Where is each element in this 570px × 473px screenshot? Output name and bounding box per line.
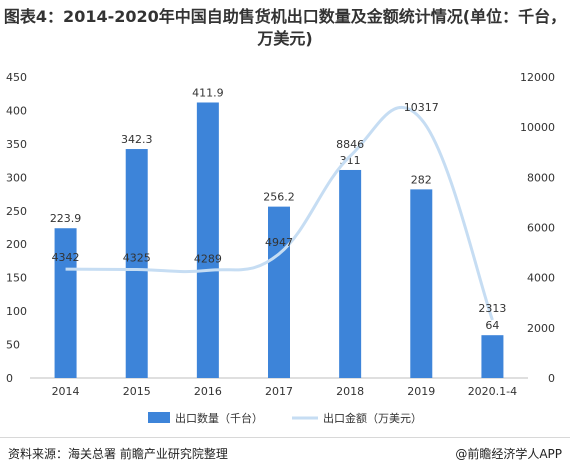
x-tick-label: 2016 [194, 385, 222, 398]
y-left-tick-label: 50 [6, 339, 20, 352]
bar-export-quantity [339, 169, 362, 378]
line-value-label: 4289 [194, 252, 222, 265]
x-tick-label: 2015 [123, 385, 151, 398]
y-left-tick-label: 400 [6, 104, 27, 117]
brand-credit: @前瞻经济学人APP [455, 447, 562, 461]
y-left-tick-label: 450 [6, 71, 27, 84]
y-left-tick-label: 350 [6, 138, 27, 151]
y-left-tick-label: 250 [6, 205, 27, 218]
bar-value-label: 64 [485, 319, 499, 332]
y-left-tick-label: 150 [6, 272, 27, 285]
x-tick-label: 2017 [265, 385, 293, 398]
y-left-tick-label: 100 [6, 305, 27, 318]
x-tick-label: 2018 [336, 385, 364, 398]
chart-title: 图表4：2014-2020年中国自助售货机出口数量及金额统计情况(单位：千台，万… [3, 7, 567, 48]
y-right-tick-label: 4000 [527, 272, 555, 285]
y-left-tick-label: 300 [6, 171, 27, 184]
line-value-label: 4325 [123, 252, 151, 265]
legend-swatch-bar [148, 412, 170, 423]
bar-value-label: 411.9 [192, 86, 224, 99]
y-right-tick-label: 6000 [527, 222, 555, 235]
y-right-tick-label: 8000 [527, 171, 555, 184]
bar-value-label: 282 [411, 173, 432, 186]
line-value-label: 4947 [265, 236, 293, 249]
bar-value-label: 223.9 [50, 212, 82, 225]
x-tick-label: 2019 [407, 385, 435, 398]
footer-divider [0, 437, 570, 438]
y-right-tick-label: 0 [548, 372, 555, 385]
line-value-label: 4342 [52, 251, 80, 264]
source-note: 资料来源：海关总署 前瞻产业研究院整理 [8, 447, 228, 461]
x-tick-label: 2020.1-4 [468, 385, 517, 398]
legend-label-bar: 出口数量（千台） [175, 411, 263, 425]
bar-export-quantity [125, 149, 148, 378]
line-value-label: 2313 [478, 302, 506, 315]
bar-export-quantity [196, 102, 219, 378]
line-value-label: 10317 [404, 101, 439, 114]
bar-value-label: 256.2 [263, 191, 295, 204]
line-value-label: 8846 [336, 138, 364, 151]
line-export-amount [65, 105, 494, 321]
y-left-tick-label: 0 [6, 372, 13, 385]
y-right-tick-label: 12000 [520, 71, 555, 84]
legend-label-line: 出口金额（万美元） [323, 411, 422, 425]
bar-export-quantity [481, 335, 504, 378]
y-right-tick-label: 2000 [527, 322, 555, 335]
bar-value-label: 342.3 [121, 133, 153, 146]
bar-export-quantity [410, 189, 433, 378]
y-left-tick-label: 200 [6, 238, 27, 251]
x-tick-label: 2014 [52, 385, 80, 398]
bar-export-quantity [268, 206, 290, 378]
y-right-tick-label: 10000 [520, 121, 555, 134]
bar-export-quantity [54, 228, 77, 378]
